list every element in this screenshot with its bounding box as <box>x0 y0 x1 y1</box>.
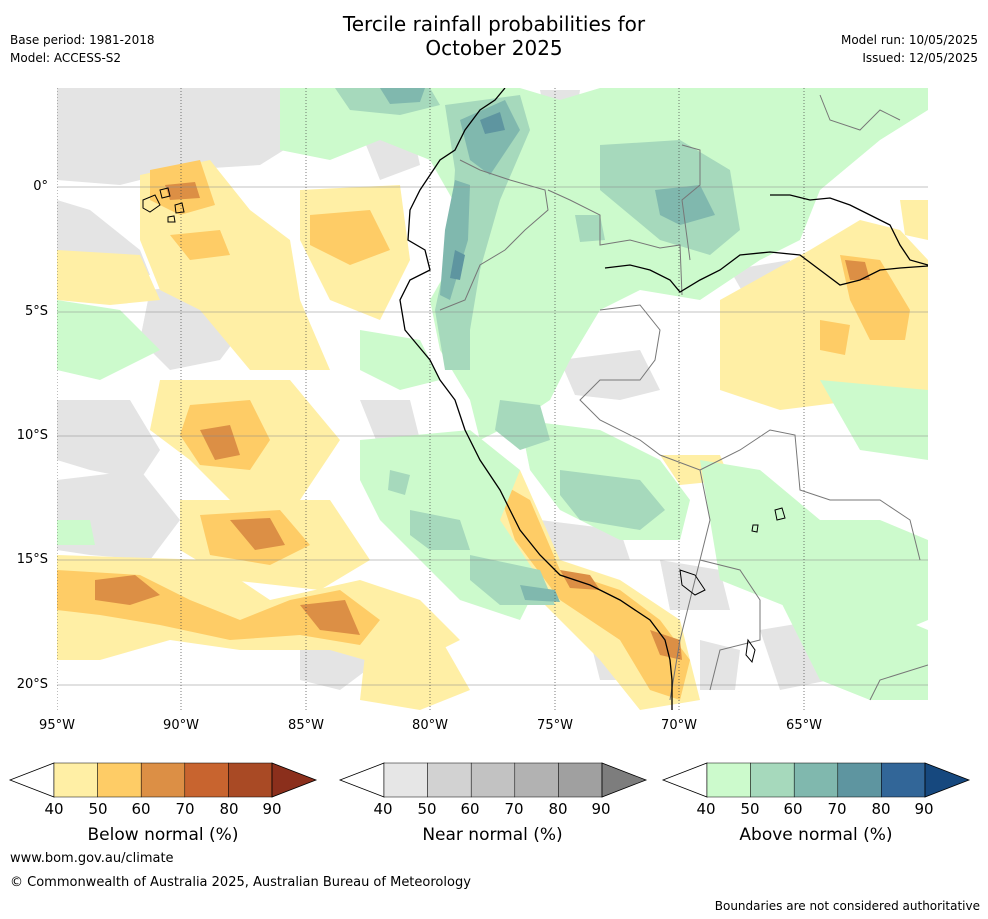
lon-tick-90w: 90°W <box>163 718 199 733</box>
cb-above-tick: 70 <box>827 800 847 818</box>
colorbar-above-high-extend <box>924 762 971 798</box>
colorbar-near-high-extend <box>601 762 648 798</box>
colorbar-below-segment <box>184 762 229 798</box>
issued-date: Issued: 12/05/2025 <box>862 51 978 65</box>
cb-below-tick: 50 <box>88 800 108 818</box>
meta-left: Base period: 1981-2018 Model: ACCESS-S2 <box>10 31 155 67</box>
islands-lakes <box>142 187 786 664</box>
colorbar-below <box>8 762 318 798</box>
colorbar-above-segment <box>881 762 926 798</box>
lat-tick-10s: 10°S <box>16 428 48 443</box>
cb-above-tick: 60 <box>783 800 803 818</box>
map-title: Tercile rainfall probabilities for Octob… <box>0 12 988 60</box>
lon-tick-80w: 80°W <box>412 718 448 733</box>
cb-above-tick: 90 <box>914 800 934 818</box>
colorbar-above-segment <box>793 762 839 798</box>
map-fields <box>57 88 928 710</box>
above-normal-60 <box>380 88 715 602</box>
cb-above-tick: 40 <box>696 800 716 818</box>
footer-note: Boundaries are not considered authoritat… <box>714 899 980 913</box>
colorbar-below-segment <box>228 762 273 798</box>
cb-above-tick: 80 <box>871 800 891 818</box>
colorbar-below-segment <box>97 762 142 798</box>
cb-above-tick: 50 <box>740 800 760 818</box>
colorbar-near-segment <box>383 762 428 798</box>
lat-tick-5s: 5°S <box>24 304 48 319</box>
cb-below-label: Below normal (%) <box>87 825 239 845</box>
title-line-2: October 2025 <box>425 36 563 60</box>
model-name: Model: ACCESS-S2 <box>10 51 122 65</box>
cb-near-tick: 40 <box>373 800 393 818</box>
lon-tick-65w: 65°W <box>786 718 822 733</box>
lon-tick-85w: 85°W <box>288 718 324 733</box>
cb-below-tick: 60 <box>131 800 151 818</box>
country-borders <box>439 94 928 701</box>
cb-near-tick: 90 <box>591 800 611 818</box>
footer-url: www.bom.gov.au/climate <box>10 851 174 866</box>
cb-below-tick: 80 <box>219 800 239 818</box>
cb-near-tick: 60 <box>460 800 480 818</box>
colorbar-below-high-extend <box>271 762 318 798</box>
cb-below-tick: 40 <box>44 800 64 818</box>
lon-tick-75w: 75°W <box>537 718 573 733</box>
lat-tick-15s: 15°S <box>16 552 48 567</box>
colorbar-near-segment <box>427 762 472 798</box>
colorbar-near <box>338 762 648 798</box>
colorbar-above-segment <box>706 762 751 798</box>
colorbar-below-segment <box>140 762 186 798</box>
colorbar-near-low-extend <box>338 762 385 798</box>
colorbar-below-low-extend <box>8 762 55 798</box>
lat-tick-0: 0° <box>33 179 48 194</box>
colorbar-below-segment <box>53 762 98 798</box>
colorbar-near-segment <box>514 762 559 798</box>
colorbars <box>8 762 971 798</box>
cb-near-tick: 70 <box>504 800 524 818</box>
cb-near-label: Near normal (%) <box>422 825 563 845</box>
footer-copyright: © Commonwealth of Australia 2025, Austra… <box>10 875 471 890</box>
colorbar-above-low-extend <box>661 762 708 798</box>
cb-above-label: Above normal (%) <box>739 825 893 845</box>
lat-tick-20s: 20°S <box>16 677 48 692</box>
cb-near-tick: 50 <box>417 800 437 818</box>
cb-near-tick: 80 <box>548 800 568 818</box>
lon-tick-95w: 95°W <box>39 718 75 733</box>
colorbar-above-segment <box>750 762 795 798</box>
coastlines <box>399 88 928 710</box>
cb-below-tick: 70 <box>175 800 195 818</box>
colorbar-above <box>661 762 971 798</box>
lon-tick-70w: 70°W <box>661 718 697 733</box>
meta-right: Model run: 10/05/2025 Issued: 12/05/2025 <box>841 31 978 67</box>
colorbar-above-segment <box>837 762 882 798</box>
lat-gridlines <box>57 186 928 686</box>
cb-below-tick: 90 <box>262 800 282 818</box>
model-run: Model run: 10/05/2025 <box>840 33 978 47</box>
colorbar-near-segment <box>470 762 516 798</box>
colorbar-near-segment <box>558 762 603 798</box>
base-period: Base period: 1981-2018 <box>10 33 155 47</box>
below-normal-60 <box>95 182 870 660</box>
above-normal-70 <box>450 112 505 280</box>
title-line-1: Tercile rainfall probabilities for <box>342 12 646 36</box>
